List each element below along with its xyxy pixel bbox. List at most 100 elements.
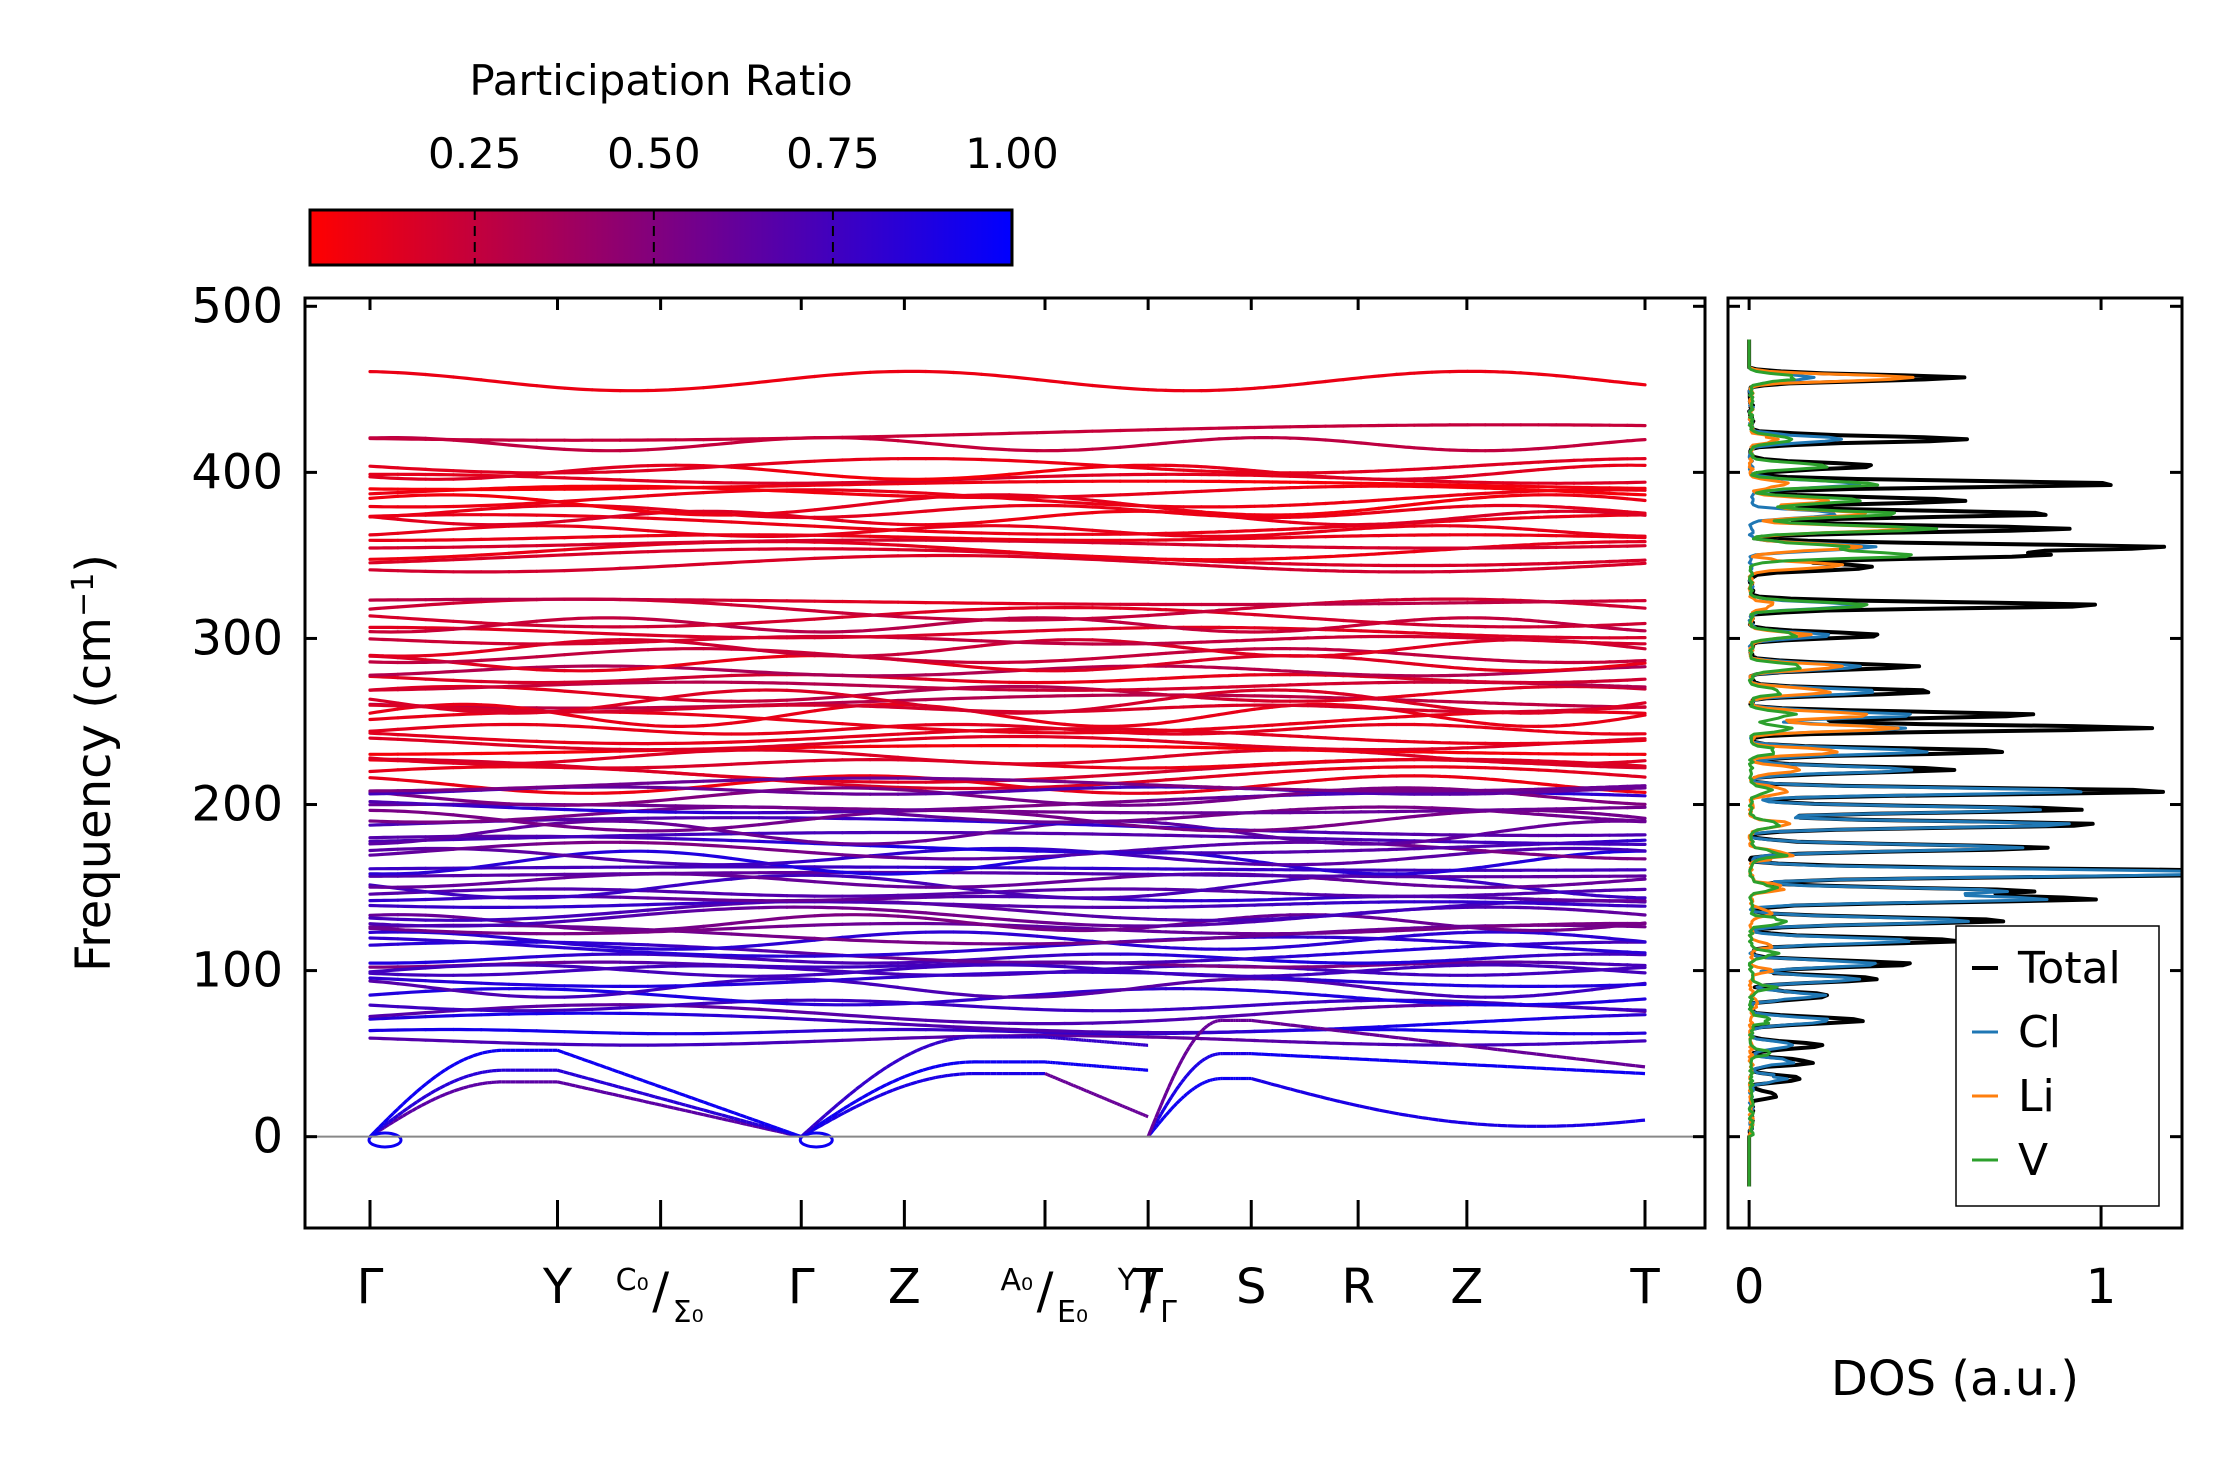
optical-band	[759, 560, 787, 561]
optical-band	[815, 675, 843, 676]
optical-band	[898, 841, 926, 843]
optical-band	[537, 767, 565, 768]
optical-band	[592, 527, 620, 529]
optical-band	[1065, 506, 1093, 507]
optical-band	[787, 653, 815, 655]
optical-band	[453, 725, 481, 726]
optical-band	[592, 905, 620, 906]
optical-band	[870, 1023, 898, 1025]
optical-band	[648, 994, 676, 996]
optical-band	[842, 484, 870, 485]
optical-band	[981, 712, 1009, 713]
optical-band	[648, 512, 676, 514]
optical-band	[1065, 924, 1093, 925]
optical-band	[842, 521, 870, 523]
optical-band	[1148, 708, 1166, 709]
optical-band	[1450, 926, 1468, 928]
optical-band	[1397, 939, 1415, 940]
optical-band	[620, 543, 648, 544]
optical-band	[509, 804, 537, 805]
acoustic-branch	[464, 1087, 469, 1088]
optical-band	[731, 777, 759, 779]
optical-band	[1184, 440, 1202, 441]
optical-band	[620, 967, 648, 968]
optical-band	[1450, 708, 1468, 710]
optical-band	[1093, 767, 1121, 768]
optical-band	[1120, 801, 1148, 802]
optical-band	[870, 484, 898, 485]
optical-band	[1037, 851, 1065, 852]
optical-band	[1414, 948, 1432, 949]
optical-band	[453, 805, 481, 806]
optical-band	[1272, 829, 1290, 830]
optical-band	[620, 770, 648, 772]
optical-band	[1503, 956, 1521, 957]
optical-band	[1255, 864, 1273, 865]
optical-band	[1414, 742, 1432, 743]
optical-band	[1379, 911, 1397, 912]
optical-band	[759, 836, 787, 840]
optical-band	[1093, 787, 1121, 788]
optical-band	[676, 903, 704, 904]
optical-band	[842, 981, 870, 984]
optical-band	[648, 912, 676, 914]
optical-band	[620, 679, 648, 680]
optical-band	[592, 743, 620, 744]
optical-band	[648, 898, 676, 899]
optical-band	[981, 533, 1009, 534]
optical-band	[1503, 489, 1521, 490]
optical-band	[981, 908, 1009, 910]
optical-band	[1272, 631, 1290, 632]
optical-band	[1166, 940, 1184, 941]
optical-band	[1237, 514, 1255, 515]
optical-band	[1308, 557, 1326, 558]
optical-band	[537, 477, 565, 478]
optical-band	[509, 1006, 537, 1007]
optical-band	[1361, 850, 1379, 851]
optical-band	[981, 474, 1009, 476]
optical-band	[704, 975, 732, 976]
optical-band	[481, 943, 509, 945]
optical-band	[1503, 996, 1521, 997]
optical-band	[759, 607, 787, 609]
optical-band	[1468, 638, 1486, 639]
optical-band	[870, 439, 898, 441]
optical-band	[1432, 507, 1450, 508]
optical-band	[565, 1005, 593, 1006]
optical-band	[1219, 844, 1237, 845]
optical-band	[1201, 439, 1219, 440]
optical-band	[759, 1009, 787, 1011]
optical-band	[565, 768, 593, 769]
optical-band	[370, 1018, 398, 1019]
optical-band	[1184, 890, 1202, 892]
optical-band	[1148, 819, 1166, 820]
optical-band	[1610, 1000, 1628, 1001]
optical-band	[926, 1001, 954, 1003]
optical-band	[426, 726, 454, 728]
optical-band	[481, 505, 509, 506]
optical-band	[870, 459, 898, 460]
optical-band	[370, 938, 398, 939]
optical-band	[704, 748, 732, 749]
optical-band	[1556, 856, 1574, 857]
acoustic-branch	[426, 1093, 431, 1096]
optical-band	[842, 490, 870, 491]
optical-band	[1148, 919, 1166, 920]
optical-band	[1184, 932, 1202, 933]
optical-band	[815, 485, 843, 486]
optical-band	[1037, 619, 1065, 620]
optical-band	[509, 944, 537, 946]
optical-band	[1290, 504, 1308, 505]
optical-band	[981, 996, 1009, 997]
optical-band	[648, 465, 676, 466]
optical-band	[1379, 506, 1397, 508]
optical-band	[426, 715, 454, 716]
optical-band	[565, 682, 593, 683]
optical-band	[1237, 726, 1255, 727]
optical-band	[648, 972, 676, 974]
optical-band	[731, 934, 759, 936]
optical-band	[1308, 706, 1326, 707]
optical-band	[398, 811, 426, 813]
optical-band	[1539, 825, 1557, 827]
optical-band	[1065, 449, 1093, 450]
